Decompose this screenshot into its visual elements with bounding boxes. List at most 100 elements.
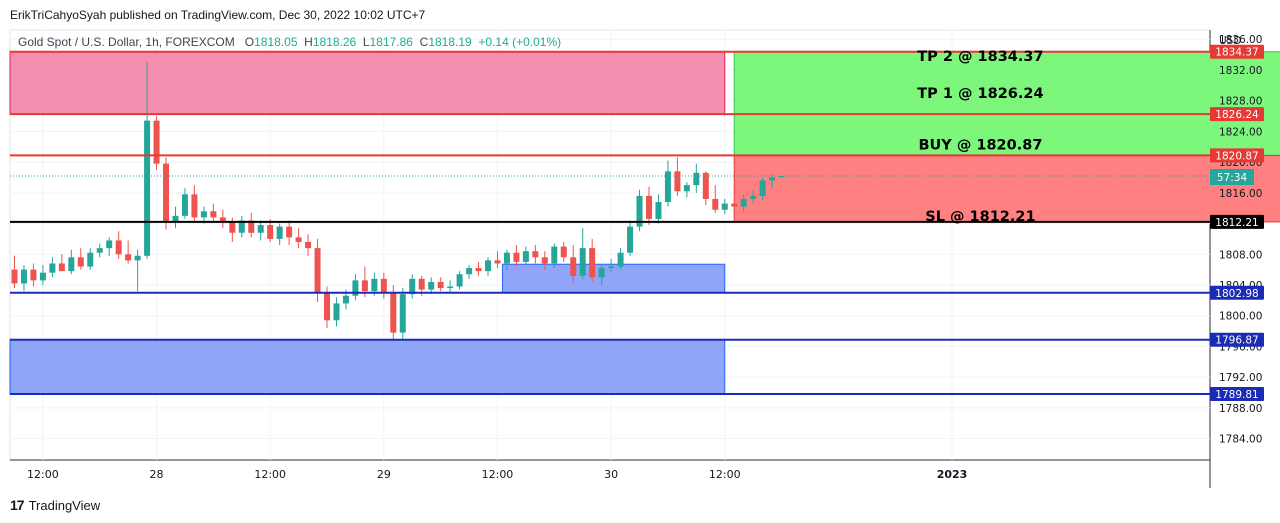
candle-body [58, 263, 65, 272]
time-axis: 12:002812:002912:003012:002023312:00412:… [27, 468, 968, 481]
candle-body [418, 278, 425, 290]
candle-body [503, 252, 510, 264]
close-label: C [419, 35, 429, 49]
price-line-label-bg [1210, 332, 1264, 347]
price-tick-label: 1824.00 [1219, 126, 1262, 138]
candle-body [456, 274, 463, 287]
candle-body [702, 172, 709, 199]
time-tick-label: 28 [150, 468, 164, 481]
candle-body [257, 225, 264, 233]
tradingview-brand: TradingView [28, 497, 101, 513]
candle-body [333, 303, 340, 321]
price-tick-label: 1832.00 [1219, 65, 1262, 77]
candle-body [11, 269, 18, 284]
candle-body [428, 281, 435, 290]
candle-body [276, 226, 283, 239]
candle-body [371, 278, 378, 292]
candle-body [200, 211, 207, 218]
candle-body [210, 211, 217, 218]
zones [9, 51, 726, 395]
candle-body [324, 292, 331, 321]
price-line-label: 1812.21 [1215, 217, 1258, 229]
candle-body [342, 295, 349, 304]
candle-body [286, 226, 293, 238]
price-line-label-bg [1210, 285, 1264, 300]
candle-body [560, 246, 567, 258]
candle-body [361, 280, 368, 292]
candle-body [219, 217, 226, 222]
small-demand-zone [501, 263, 726, 294]
time-tick-label: 2023 [937, 468, 968, 481]
trade-label: TP 1 @ 1826.24 [917, 86, 1043, 102]
tradingview-footer[interactable]: 17 TradingView [10, 497, 100, 513]
high-value: 1818.26 [312, 35, 357, 49]
candle-body [627, 226, 634, 253]
time-tick-label: 12:00 [709, 468, 741, 481]
symbol-name: Gold Spot / U.S. Dollar, 1h, FOREXCOM [18, 35, 235, 49]
low-label: L [362, 35, 370, 49]
candle-body [541, 257, 548, 264]
price-line-label-bg [1210, 44, 1264, 59]
price-line-label: 1802.98 [1215, 288, 1258, 300]
candle-body [617, 252, 624, 267]
candle-body [163, 163, 170, 222]
supply-zone [9, 51, 726, 115]
candle-body [68, 257, 75, 272]
candle-body [295, 237, 302, 242]
demand-zone [9, 339, 726, 395]
candle-body [466, 268, 473, 275]
time-tick-label: 29 [377, 468, 391, 481]
price-lines [10, 50, 1210, 395]
candles [11, 62, 785, 342]
price-line-label: 1789.81 [1215, 389, 1258, 401]
price-tick-label: 1816.00 [1219, 188, 1262, 200]
candle-body [106, 240, 113, 249]
candle-body [409, 278, 416, 295]
candle-body [153, 120, 160, 164]
time-tick-label: 12:00 [254, 468, 286, 481]
candle-body [769, 177, 776, 181]
candle-body [693, 172, 700, 186]
candle-body [532, 251, 539, 258]
candle-body [305, 241, 312, 249]
candle-body [759, 180, 766, 196]
candle-body [87, 252, 94, 267]
candle-body [191, 194, 198, 218]
candle-body [49, 263, 56, 273]
open-value: 1818.05 [254, 35, 298, 49]
price-line-label-bg [1210, 386, 1264, 401]
countdown-label: 57:34 [1217, 172, 1248, 184]
price-tick-label: 1784.00 [1219, 434, 1262, 446]
candle-body [721, 203, 728, 210]
tradingview-logo-icon: 17 [10, 497, 25, 513]
candle-body [229, 222, 236, 233]
candle-body [712, 198, 719, 210]
symbol-legend: Gold Spot / U.S. Dollar, 1h, FOREXCOM O1… [18, 35, 561, 49]
candle-body [39, 272, 46, 281]
candle-body [645, 195, 652, 219]
open-label: O [244, 35, 255, 49]
candle-body [181, 194, 188, 216]
candle-body [570, 257, 577, 276]
candle-body [494, 260, 501, 264]
price-line-label: 1826.24 [1215, 109, 1259, 121]
trade-boxes [733, 51, 1280, 223]
candle-body [522, 251, 529, 262]
candle-body [655, 202, 662, 219]
price-line-label: 1796.87 [1215, 335, 1258, 347]
candle-body [750, 195, 757, 199]
candle-body [447, 286, 454, 289]
candle-body [172, 215, 179, 222]
change-value: +0.14 (+0.01%) [478, 35, 562, 49]
candle-body [399, 294, 406, 333]
candle-body [144, 120, 151, 256]
price-line-label: 1820.87 [1215, 150, 1258, 162]
high-label: H [304, 35, 313, 49]
trade-label: BUY @ 1820.87 [918, 137, 1042, 153]
price-axis: 1836.001832.001828.001824.001820.001816.… [1210, 34, 1264, 446]
price-line-label-bg [1210, 214, 1264, 229]
candle-body [314, 248, 321, 293]
trade-labels: TP 2 @ 1834.37 TP 1 @ 1826.24 BUY @ 1820.8… [917, 49, 1043, 225]
price-tick-label: 1828.00 [1219, 96, 1262, 108]
